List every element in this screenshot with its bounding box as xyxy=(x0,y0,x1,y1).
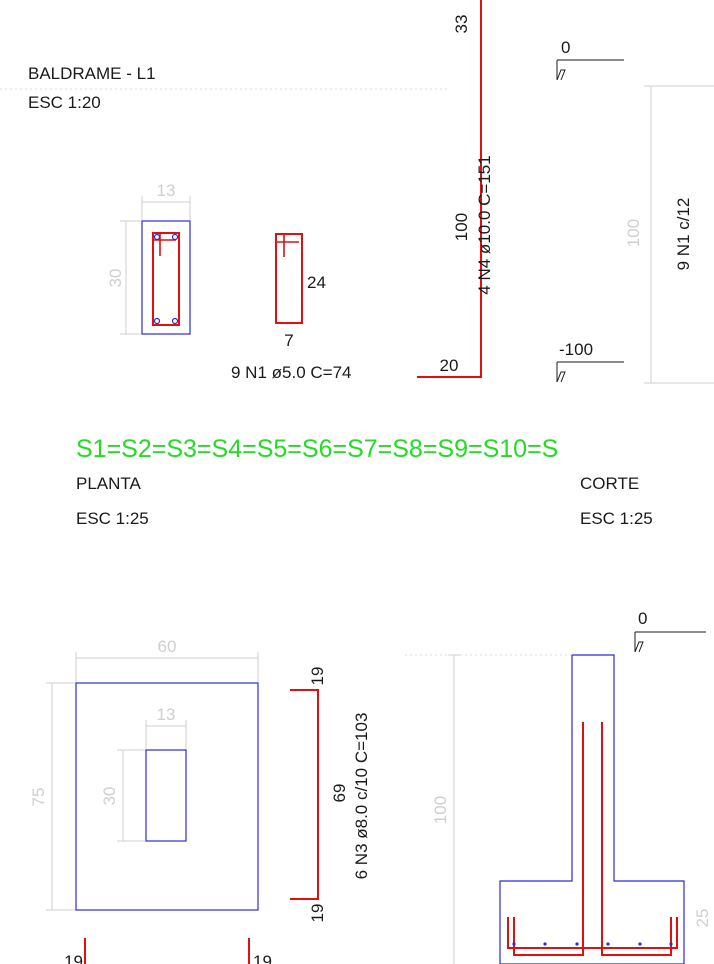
section-height-label: 30 xyxy=(106,269,125,288)
baldrame-title: BALDRAME - L1 xyxy=(28,64,156,83)
section-level-label: 0 xyxy=(638,609,647,628)
bar-partial-left-label: 19 xyxy=(64,952,83,964)
plan-title: PLANTA xyxy=(76,474,142,493)
stirrup-width-label: 7 xyxy=(284,331,293,350)
section-width-dimension xyxy=(141,196,191,220)
bar-length-label: 100 xyxy=(452,213,471,241)
column-plan-outline xyxy=(145,749,187,842)
section-scale: ESC 1:25 xyxy=(580,509,653,528)
bar-top-hook-label: 33 xyxy=(452,15,471,34)
plan-height-dimension xyxy=(46,682,75,911)
bar-bottom-hook-label: 20 xyxy=(440,356,459,375)
longitudinal-bars xyxy=(153,233,179,325)
plan-width-dimension xyxy=(75,652,259,682)
plan-height-label: 75 xyxy=(29,788,48,807)
stirrup-height-label: 24 xyxy=(307,273,326,292)
footing-bar-hook-bottom-label: 19 xyxy=(308,904,327,923)
bar-schedule-label: 4 N4 ø10.0 C=151 xyxy=(475,155,494,294)
level-marker-bottom xyxy=(556,361,624,383)
column-starter-bars xyxy=(513,722,672,956)
level-bottom-label: -100 xyxy=(559,340,593,359)
elevation-stirrups-label: 9 N1 c/12 xyxy=(674,198,693,271)
stirrup-detail xyxy=(275,233,303,324)
footing-group-title: S1=S2=S3=S4=S5=S6=S7=S8=S9=S10=S xyxy=(76,435,558,463)
column-height-dimension xyxy=(117,749,145,842)
baldrame-scale: ESC 1:20 xyxy=(28,93,101,112)
section-height-label: 100 xyxy=(431,796,450,824)
level-marker-top xyxy=(556,59,624,81)
level-marker-section xyxy=(634,631,706,653)
footing-bar-schedule-label: 6 N3 ø8.0 c/10 C=103 xyxy=(352,713,371,880)
column-height-label: 30 xyxy=(100,787,119,806)
elevation-dimension xyxy=(644,85,714,384)
section-height-dimension xyxy=(120,220,141,335)
footing-bar-dots xyxy=(512,942,673,946)
footing-plan-outline xyxy=(75,682,259,911)
section-height-dimension xyxy=(448,654,460,964)
footing-bar-shape xyxy=(290,689,319,900)
footing-bottom-bars xyxy=(507,917,678,949)
level-top-label: 0 xyxy=(561,38,570,57)
column-width-label: 13 xyxy=(157,705,176,724)
footing-section-outline xyxy=(499,654,685,964)
footing-bar-length-label: 69 xyxy=(330,784,349,803)
bar-partial-right-label: 19 xyxy=(253,952,272,964)
plan-scale: ESC 1:25 xyxy=(76,509,149,528)
footing-height-label: 25 xyxy=(693,909,712,928)
longitudinal-bar-shape xyxy=(417,0,482,378)
stirrup-schedule-label: 9 N1 ø5.0 C=74 xyxy=(231,363,352,382)
column-width-dimension xyxy=(145,720,187,750)
section-title: CORTE xyxy=(580,474,639,493)
section-width-label: 13 xyxy=(157,181,176,200)
plan-width-label: 60 xyxy=(158,637,177,656)
beam-stirrup xyxy=(152,232,180,326)
footing-bar-hook-top-label: 19 xyxy=(308,667,327,686)
beam-cross-section xyxy=(141,220,191,335)
elevation-height-label: 100 xyxy=(624,219,643,247)
stirrup-detail-hook xyxy=(276,234,299,257)
